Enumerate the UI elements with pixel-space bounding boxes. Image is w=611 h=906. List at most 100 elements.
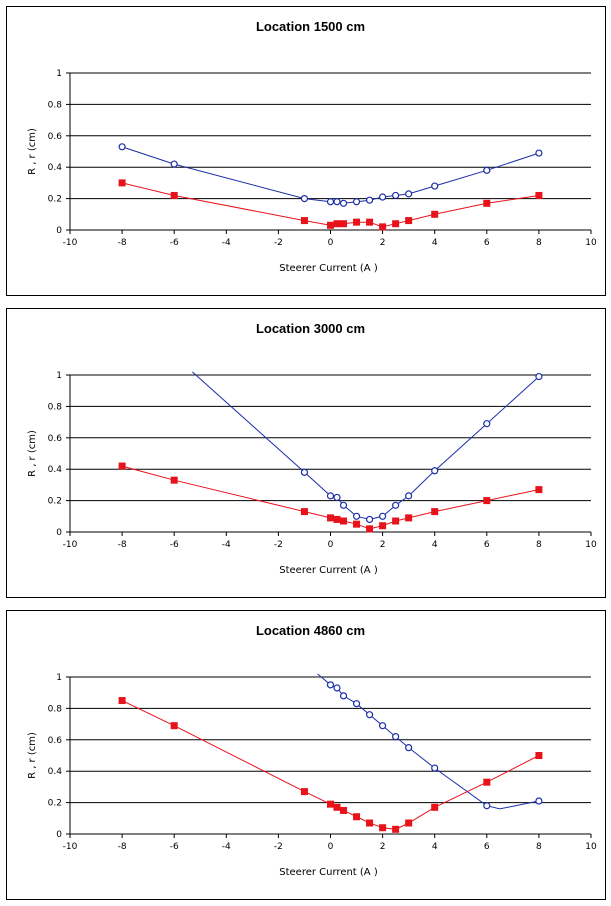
- data-point-square: [392, 220, 400, 228]
- y-tick-label: 0.4: [48, 465, 63, 475]
- y-tick-label: 0: [56, 528, 62, 538]
- data-point-square: [327, 800, 334, 808]
- x-axis-label: Steerer Current (A ): [279, 867, 378, 878]
- data-point-square: [431, 803, 439, 811]
- y-axis-label: R , r (cm): [27, 732, 38, 779]
- data-point-square: [118, 179, 126, 187]
- x-tick-label: 4: [432, 842, 438, 852]
- x-tick-label: 10: [585, 540, 597, 550]
- x-tick-label: -10: [63, 842, 78, 852]
- data-point-circle: [352, 700, 361, 708]
- series-line-red: [121, 182, 539, 228]
- data-point-circle: [431, 467, 439, 475]
- data-point-circle: [365, 196, 374, 204]
- data-point-square: [118, 697, 126, 705]
- data-point-circle: [535, 372, 543, 381]
- data-point-square: [431, 210, 439, 218]
- data-point-circle: [392, 733, 400, 741]
- series-line-red: [121, 700, 540, 830]
- data-point-circle: [300, 195, 309, 203]
- chart-panel-3000: Location 3000 cm 0 0.2 0.4 0.6 0.8 1 -10 -8 -6 -4 -…: [6, 308, 606, 598]
- data-point-square: [170, 191, 178, 199]
- data-point-square: [353, 218, 361, 226]
- data-point-circle: [483, 420, 491, 428]
- chart-svg-3000: Location 3000 cm 0 0.2 0.4 0.6 0.8 1 -10 -8 -6 -4 -…: [27, 321, 597, 576]
- data-point-circle: [379, 193, 387, 201]
- data-point-square: [333, 220, 341, 228]
- x-tick-label: -4: [222, 842, 231, 852]
- x-tick-label: -2: [274, 540, 283, 550]
- data-point-circle: [483, 166, 491, 174]
- x-tick-label: -6: [170, 842, 179, 852]
- data-point-square: [340, 220, 348, 228]
- data-point-square: [431, 508, 439, 516]
- data-point-square: [366, 819, 374, 827]
- data-point-square: [392, 517, 400, 525]
- chart-title: Location 3000 cm: [256, 321, 365, 336]
- x-tick-label: 10: [585, 238, 597, 248]
- data-point-circle: [339, 501, 348, 509]
- chart-title: Location 4860 cm: [256, 623, 365, 638]
- y-tick-label: 0.8: [48, 402, 63, 412]
- data-point-circle: [365, 711, 374, 719]
- data-point-square: [535, 486, 543, 494]
- y-tick-label: 0.6: [48, 434, 63, 444]
- y-tick-label: 0.8: [48, 100, 63, 110]
- data-point-square: [340, 806, 348, 814]
- data-point-square: [535, 191, 543, 199]
- data-point-circle: [431, 764, 439, 772]
- data-point-circle: [535, 149, 543, 157]
- data-point-square: [366, 218, 374, 226]
- y-tick-label: 0: [56, 830, 62, 840]
- x-tick-label: -4: [222, 540, 231, 550]
- data-point-square: [379, 522, 387, 530]
- data-point-square: [405, 819, 413, 827]
- data-point-square: [300, 508, 308, 516]
- data-point-circle: [333, 198, 341, 206]
- data-point-square: [327, 221, 334, 229]
- y-tick-label: 0.4: [48, 163, 63, 173]
- data-point-circle: [405, 492, 413, 500]
- data-point-square: [405, 514, 413, 522]
- y-tick-label: 0.2: [48, 195, 62, 205]
- data-point-circle: [333, 684, 341, 692]
- data-point-square: [392, 825, 400, 833]
- x-tick-label: 8: [536, 842, 542, 852]
- data-point-circle: [333, 493, 341, 502]
- x-tick-label: -6: [170, 540, 179, 550]
- data-point-circle: [483, 802, 491, 810]
- data-point-square: [170, 476, 178, 484]
- data-point-circle: [352, 512, 361, 520]
- data-point-circle: [326, 492, 335, 500]
- x-tick-label: -6: [170, 238, 179, 248]
- chart-svg-4860: Location 4860 cm 0 0.2 0.4 0.6 0.8 1 -10 -8 -6 -4 -…: [27, 623, 597, 878]
- x-tick-label: 0: [328, 540, 334, 550]
- data-point-circle: [431, 182, 439, 190]
- x-tick-label: 4: [432, 540, 438, 550]
- data-point-circle: [339, 692, 348, 700]
- data-point-square: [379, 824, 387, 832]
- x-tick-label: 0: [328, 238, 334, 248]
- y-axis-label: R , r (cm): [27, 430, 38, 477]
- x-tick-label: -2: [274, 842, 283, 852]
- chart-panel-4860: Location 4860 cm 0 0.2 0.4 0.6 0.8 1 -10 -8 -6 -4 -…: [6, 610, 606, 900]
- x-axis-label: Steerer Current (A ): [279, 263, 378, 274]
- series-line-red: [121, 465, 540, 530]
- x-tick-label: -8: [118, 842, 127, 852]
- y-tick-label: 0.6: [48, 132, 63, 142]
- x-tick-label: 2: [380, 842, 386, 852]
- x-tick-label: -10: [63, 238, 78, 248]
- data-point-circle: [392, 501, 400, 509]
- x-tick-label: -4: [222, 238, 231, 248]
- data-point-circle: [379, 512, 387, 520]
- data-point-square: [483, 497, 491, 505]
- data-point-square: [333, 515, 341, 523]
- y-tick-label: 0.6: [48, 736, 63, 746]
- data-point-circle: [365, 515, 374, 524]
- data-point-square: [405, 217, 413, 225]
- data-point-circle: [379, 722, 387, 730]
- x-tick-label: 6: [484, 842, 490, 852]
- series-line-blue: [121, 146, 540, 204]
- data-point-square: [333, 803, 341, 811]
- data-point-square: [353, 520, 361, 528]
